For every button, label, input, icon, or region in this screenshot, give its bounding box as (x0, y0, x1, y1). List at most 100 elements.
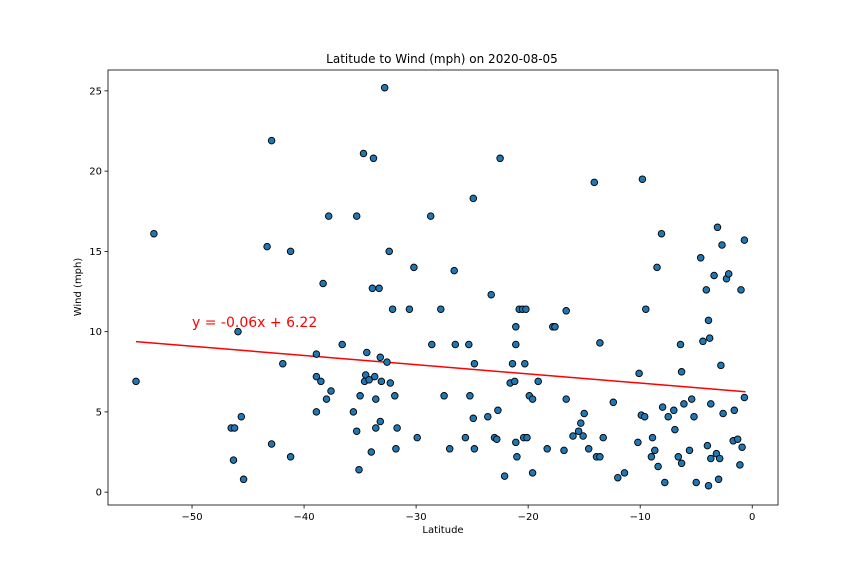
x-tick-label: 0 (749, 512, 755, 523)
data-point (392, 445, 400, 453)
data-point (704, 316, 713, 325)
data-point (484, 412, 492, 421)
data-point (263, 242, 271, 251)
data-point (487, 290, 495, 299)
data-point (648, 433, 657, 442)
data-point (528, 395, 537, 403)
data-point (685, 446, 694, 455)
data-point (267, 440, 276, 448)
data-point (426, 212, 435, 220)
data-point (450, 266, 458, 275)
data-point (500, 472, 509, 480)
data-point (234, 327, 242, 336)
data-point (677, 368, 686, 376)
data-point (376, 353, 385, 362)
data-point (717, 361, 725, 370)
data-point (388, 305, 397, 313)
data-point (680, 400, 688, 408)
data-point (523, 433, 531, 442)
data-point (312, 408, 321, 416)
data-point (707, 400, 715, 408)
data-point (634, 438, 642, 447)
data-point (494, 406, 502, 415)
data-point (324, 212, 333, 220)
data-point (590, 178, 599, 187)
data-point (736, 461, 744, 469)
data-point (229, 456, 238, 464)
plot-area (107, 69, 779, 506)
x-axis-label: Latitude (422, 525, 463, 536)
data-point (286, 247, 295, 256)
data-point (428, 340, 436, 349)
data-point (410, 263, 418, 272)
data-point (640, 412, 649, 421)
data-point (562, 307, 570, 315)
data-point (327, 387, 335, 395)
data-point (703, 441, 712, 450)
y-tick-label: 5 (96, 407, 102, 418)
data-point (574, 427, 583, 435)
data-point (230, 424, 239, 432)
data-point (349, 408, 358, 416)
x-axis: −50 −40 −30 −20 −10 0 (181, 505, 755, 523)
data-point (470, 359, 479, 368)
data-point (355, 465, 363, 474)
data-point (696, 254, 705, 262)
data-point (312, 372, 321, 381)
data-point (707, 454, 715, 463)
data-point (370, 372, 379, 381)
data-point (286, 453, 295, 461)
data-point (319, 279, 327, 288)
data-point (365, 376, 373, 384)
data-point (647, 453, 656, 461)
data-point (674, 453, 683, 461)
data-point (312, 350, 321, 358)
data-point (522, 305, 530, 313)
data-point (150, 229, 158, 238)
data-point (658, 403, 667, 411)
data-point (372, 395, 380, 403)
data-point (445, 445, 454, 453)
data-point (508, 359, 517, 368)
data-point (569, 432, 577, 440)
data-point (493, 435, 501, 443)
data-point (377, 377, 386, 386)
data-point (375, 284, 383, 293)
data-point (654, 462, 662, 471)
data-point (372, 424, 380, 432)
data-point (461, 433, 470, 442)
data-point (614, 473, 622, 482)
regression-layer (135, 340, 746, 393)
data-point (638, 175, 647, 183)
data-point (466, 392, 474, 400)
data-points (132, 83, 749, 490)
data-point (521, 359, 529, 368)
data-point (383, 358, 391, 366)
y-tick-label: 0 (96, 488, 102, 499)
data-point (239, 475, 248, 484)
data-point (393, 424, 401, 432)
data-point (737, 286, 745, 294)
data-point (405, 305, 414, 313)
data-point (577, 419, 585, 427)
data-point (132, 377, 140, 386)
data-point (620, 469, 629, 477)
data-point (642, 305, 650, 313)
y-tick-label: 20 (89, 167, 102, 178)
data-point (363, 348, 371, 357)
data-point (719, 409, 727, 418)
y-axis-label: Wind (mph) (73, 258, 84, 317)
data-point (413, 433, 421, 442)
x-tick-label: −50 (181, 512, 202, 523)
x-tick-label: −20 (518, 512, 539, 523)
data-point (469, 194, 478, 203)
data-point (496, 154, 504, 163)
data-point (510, 377, 519, 386)
data-point (702, 286, 711, 294)
data-point (543, 445, 551, 453)
data-point (359, 149, 368, 158)
data-point (733, 435, 742, 443)
data-point (385, 247, 393, 256)
data-point (692, 478, 700, 487)
x-tick-label: −40 (294, 512, 315, 523)
